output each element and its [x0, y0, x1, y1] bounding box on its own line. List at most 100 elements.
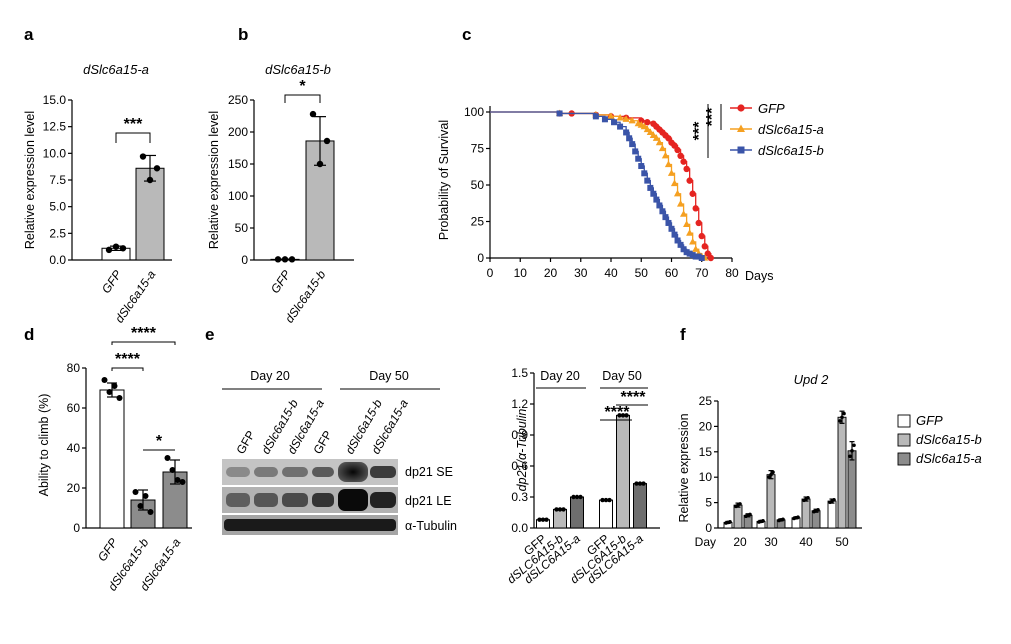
panel-f-ylabel: Relative expression — [677, 413, 691, 522]
panel-c-b-marker — [695, 253, 702, 260]
blot-lane-1-label: GFP — [233, 428, 257, 456]
panel-c-a-marker — [616, 113, 624, 121]
panel-f-x-tick-label: 30 — [764, 535, 778, 549]
panel-d-ylabel: Ability to climb (%) — [37, 394, 51, 497]
panel-d-data-point — [101, 377, 108, 383]
panel-e-bar-6 — [633, 483, 647, 529]
panel-c-legend-marker — [737, 124, 745, 132]
panel-f-data-point — [796, 515, 800, 520]
panel-e-data-point — [537, 517, 542, 522]
panel-e-y-tick-label: 0.0 — [511, 521, 528, 535]
panel-a-y-tick-label: 7.5 — [49, 173, 66, 187]
panel-c-a-marker — [622, 115, 630, 122]
panel-f-data-point — [806, 496, 810, 500]
panel-f-data-point — [767, 475, 771, 479]
panel-c-b-marker — [638, 163, 645, 170]
panel-c-b-marker — [623, 129, 630, 136]
panel-e-data-point — [557, 507, 563, 512]
panel-b-significance-label: * — [299, 78, 306, 95]
panel-f-data-point — [816, 508, 820, 512]
panel-d-data-point — [137, 503, 144, 509]
panel-a-data-point — [105, 246, 113, 254]
panel-f-y-tick-label: 20 — [699, 419, 713, 433]
panel-c-b-marker — [650, 190, 657, 197]
panel-c-b-marker — [677, 241, 684, 248]
panel-c-a-marker — [664, 160, 673, 168]
blot-row-tubulin-label: α-Tubulin — [405, 519, 457, 533]
panel-c-gfp-marker — [698, 232, 705, 240]
panel-d-bar-1 — [99, 389, 125, 529]
panel-c-x-tick-label: 80 — [725, 266, 739, 280]
chart-d: 020406080GFPdSlc6a15-bdSlc6a15-a********… — [67, 325, 192, 593]
panel-e-data-point — [607, 497, 612, 503]
panel-e-data-point — [603, 497, 609, 503]
panel-label-a: a — [24, 25, 34, 44]
panel-a-data-point — [146, 176, 154, 184]
panel-e-data-point — [561, 507, 566, 512]
blot-row-tubulin — [222, 515, 398, 535]
panel-c-x-tick-label: 30 — [574, 266, 588, 280]
panel-b-data-point — [323, 137, 331, 145]
panel-c-x-tick-label: 40 — [604, 266, 618, 280]
panel-c-significance-label: *** — [704, 107, 721, 126]
panel-a-data-point — [119, 245, 127, 252]
panel-label-d: d — [24, 325, 34, 344]
panel-c-legend-label: GFP — [758, 101, 785, 116]
panel-b-data-point — [309, 110, 317, 118]
panel-d-y-tick-label: 60 — [67, 401, 81, 415]
panel-f-data-point — [842, 411, 846, 416]
panel-b-title: dSlc6a15-b — [265, 62, 331, 77]
panel-label-f: f — [680, 325, 686, 344]
panel-c-b-marker — [592, 113, 599, 120]
panel-a-y-tick-label: 12.5 — [43, 120, 67, 134]
panel-b-data-point — [288, 256, 296, 263]
panel-c-b-marker — [668, 225, 675, 232]
panel-f-title: Upd 2 — [794, 372, 829, 387]
panel-a-x-tick-label: GFP — [99, 268, 125, 296]
panel-c-b-marker — [644, 177, 651, 184]
panel-e-bar-3 — [570, 496, 584, 529]
panel-c-b-marker — [671, 231, 678, 238]
panel-f-y-tick-label: 15 — [699, 445, 713, 459]
panel-c-x-tick-label: 70 — [695, 266, 709, 280]
panel-c-y-tick-label: 100 — [464, 105, 484, 119]
panel-f-x-tick-label: 20 — [733, 535, 747, 549]
panel-label-c: c — [462, 25, 471, 44]
panel-f-data-point — [728, 520, 732, 524]
panel-b-y-tick-label: 200 — [228, 125, 248, 139]
panel-c-b-marker — [665, 219, 672, 226]
panel-c-legend-label: dSlc6a15-b — [758, 143, 824, 158]
panel-f-y-tick-label: 0 — [705, 521, 712, 535]
panel-c-significance-label: *** — [691, 121, 708, 140]
panel-c-a-marker — [649, 131, 657, 138]
blot-row-se — [222, 459, 398, 485]
panel-d-data-point — [164, 455, 171, 461]
panel-a-y-tick-label: 10.0 — [43, 146, 67, 160]
panel-f-legend-label: dSlc6a15-b — [916, 432, 982, 447]
panel-a-bar-2 — [135, 167, 165, 261]
panel-e-significance-label: **** — [621, 389, 647, 406]
panel-e-data-point — [554, 507, 559, 512]
panel-c-x-tick-label: 20 — [544, 266, 558, 280]
panel-c-gfp-marker — [707, 254, 715, 262]
panel-e-day-20-label: Day 20 — [540, 369, 580, 383]
panel-c-b-marker — [692, 253, 699, 260]
panel-c-x-tick-label: 60 — [665, 266, 679, 280]
panel-c-gfp-marker — [695, 219, 702, 227]
panel-e-data-point — [540, 517, 546, 522]
panel-e-data-point — [617, 413, 622, 418]
panel-c-a-marker — [628, 116, 636, 124]
panel-b-data-point — [281, 256, 289, 263]
panel-f-data-point — [769, 472, 773, 477]
panel-d-significance-label: **** — [115, 351, 141, 368]
panel-f-legend-swatch — [897, 414, 911, 428]
panel-c-b-marker — [647, 184, 654, 191]
panel-c-b-marker — [556, 110, 563, 117]
panel-f-y-tick-label: 25 — [699, 394, 713, 408]
panel-d-data-point — [111, 383, 118, 389]
panel-a-data-point — [139, 153, 147, 160]
panel-c-a-marker — [607, 112, 615, 119]
